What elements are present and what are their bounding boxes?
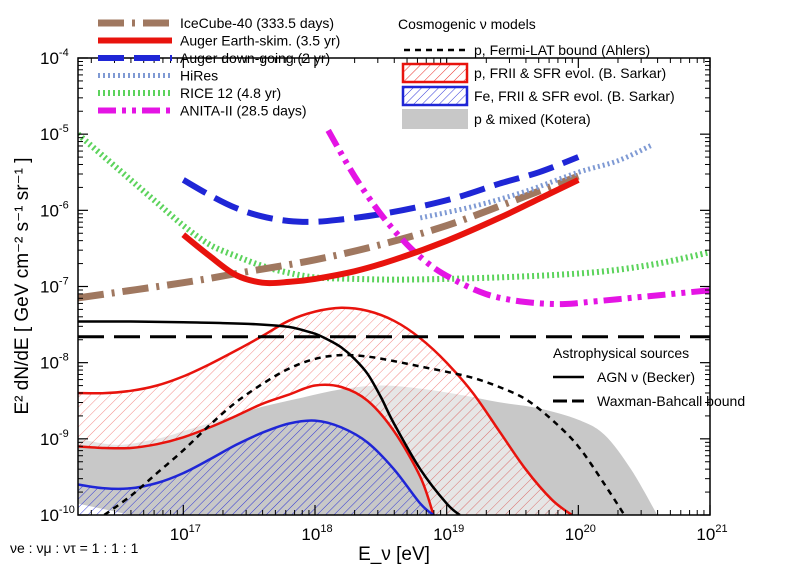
band-fe-frii-upper	[78, 419, 435, 515]
plot-area	[78, 128, 710, 515]
legend-experimental-limits: IceCube-40 (333.5 days) Auger Earth-skim.…	[98, 15, 340, 119]
legend-astrophysical-sources: AGN ν (Becker) Waxman-Bahcall bound	[553, 369, 745, 409]
flavor-ratio-note: νe : νμ : ντ = 1 : 1 : 1	[10, 540, 139, 556]
legend-label-auger-dg: Auger down-going (2 yr)	[180, 50, 330, 66]
y-tick-label: 10-6	[40, 199, 69, 220]
y-axis-title: E² dN/dE [ GeV cm⁻² s⁻¹ sr⁻¹ ]	[12, 157, 33, 414]
series-rice12	[78, 131, 710, 283]
legend-header-cosmogenic: Cosmogenic ν models	[398, 16, 536, 32]
legend-label-kotera: p & mixed (Kotera)	[474, 111, 591, 127]
x-tick-label: 1017	[170, 523, 201, 544]
x-axis-title: E_ν [eV]	[358, 544, 430, 565]
y-tick-label: 10-7	[40, 276, 69, 297]
legend-label-agn-becker: AGN ν (Becker)	[597, 369, 695, 385]
legend-label-fe-frii: Fe, FRII & SFR evol. (B. Sarkar)	[474, 88, 675, 104]
legend-swatch-p-frii	[401, 62, 469, 84]
legend-label-anita2: ANITA-II (28.5 days)	[180, 103, 307, 119]
legend-label-rice12: RICE 12 (4.8 yr)	[180, 85, 281, 101]
legend-swatch-kotera	[402, 109, 468, 129]
y-tick-label: 10-5	[40, 123, 69, 144]
band-p-frii-fill	[78, 307, 572, 515]
y-tick-label: 10-8	[40, 352, 69, 373]
series-auger-es	[181, 177, 580, 287]
legend-label-hires: HiRes	[180, 68, 218, 84]
y-tick-label: 10-9	[40, 428, 69, 449]
band-fe-frii-fill	[78, 420, 434, 515]
series-hires	[419, 143, 652, 221]
series-anita2	[325, 128, 710, 308]
lines-layer	[78, 128, 710, 515]
y-tick-label: 10-10	[40, 504, 75, 525]
legend-cosmogenic-models: p, Fermi-LAT bound (Ahlers) p, FRII & SFR…	[401, 42, 675, 129]
bands-layer	[78, 306, 658, 515]
series-agn-becker	[78, 320, 461, 515]
legend-label-icecube40: IceCube-40 (333.5 days)	[180, 15, 334, 31]
series-ahlers	[103, 353, 626, 515]
x-tick-label: 1019	[433, 523, 464, 544]
legend-label-waxman-bahcall: Waxman-Bahcall bound	[597, 393, 745, 409]
legend-header-astrophysical: Astrophysical sources	[553, 345, 689, 361]
y-tick-label: 10-4	[40, 47, 69, 68]
x-tick-label: 1021	[696, 523, 727, 544]
series-icecube40	[78, 172, 580, 302]
band-p-frii-upper	[78, 306, 573, 515]
x-tick-label: 1018	[301, 523, 332, 544]
legend-swatch-fe-frii	[401, 85, 469, 107]
legend-label-auger-es: Auger Earth-skim. (3.5 yr)	[180, 33, 340, 49]
band-p-frii-lower	[78, 383, 435, 515]
legend-label-p-frii: p, FRII & SFR evol. (B. Sarkar)	[474, 65, 666, 81]
legend-label-ahlers: p, Fermi-LAT bound (Ahlers)	[474, 42, 650, 58]
axis-ticks	[78, 57, 711, 516]
series-auger-dg	[181, 154, 580, 225]
x-tick-label: 1020	[565, 523, 596, 544]
axis-tick-labels: 1017 1018 1019 1020 1021 10-10 10-9 10-8 10-7 10-…	[40, 47, 728, 544]
